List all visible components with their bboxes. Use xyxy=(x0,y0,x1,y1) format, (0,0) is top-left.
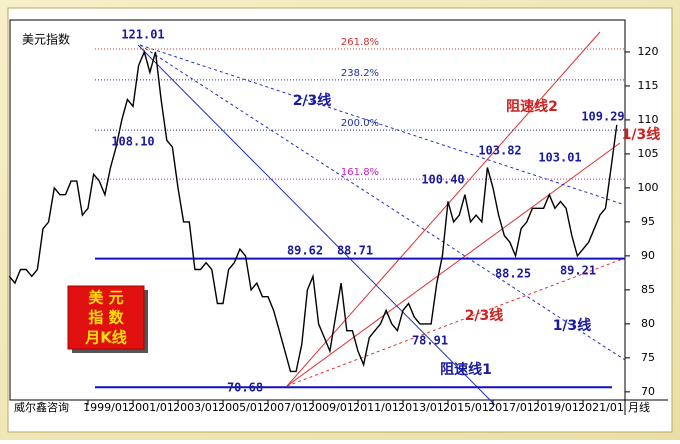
legend-text: 指 数 xyxy=(88,309,124,327)
x-tick-label: 2005/01 xyxy=(218,401,264,414)
x-tick-label: 2009/01 xyxy=(308,401,354,414)
x-tick-label: 2017/01 xyxy=(488,401,534,414)
legend-text: 月K线 xyxy=(84,329,127,347)
fib-label: 238.2% xyxy=(341,68,379,79)
price-label: 89.62 xyxy=(287,244,323,258)
price-label: 121.01 xyxy=(121,28,164,42)
x-tick-label: 2011/01 xyxy=(353,401,399,414)
fib-label: 261.8% xyxy=(341,37,379,48)
fib-label: 200.0% xyxy=(341,118,379,129)
x-tick-label: 2019/01 xyxy=(533,401,579,414)
y-tick-label: 70 xyxy=(641,385,655,398)
line-label: 2/3线 xyxy=(465,307,504,324)
legend-box xyxy=(67,285,145,350)
price-label: 88.71 xyxy=(337,244,373,258)
price-label: 108.10 xyxy=(111,135,154,149)
x-tick-label: 2021/01 xyxy=(578,401,624,414)
y-tick-label: 85 xyxy=(641,283,655,296)
chart-title: 美元指数 xyxy=(22,32,70,47)
y-tick-label: 120 xyxy=(638,45,659,58)
x-tick-label: 2001/01 xyxy=(128,401,174,414)
y-tick-label: 95 xyxy=(641,215,655,228)
y-tick-label: 110 xyxy=(638,113,659,126)
x-tick-label: 1999/01 xyxy=(83,401,129,414)
x-tick-label: 2007/01 xyxy=(263,401,309,414)
trend-line xyxy=(139,44,626,206)
price-label: 78.91 xyxy=(412,334,448,348)
price-label: 100.40 xyxy=(421,173,464,187)
y-tick-label: 90 xyxy=(641,249,655,262)
y-tick-label: 100 xyxy=(638,181,659,194)
x-tick-label: 2003/01 xyxy=(173,401,219,414)
line-label: 阻速线2 xyxy=(506,98,558,115)
line-label: 1/3线 xyxy=(553,317,592,334)
trend-line xyxy=(286,257,626,387)
price-line xyxy=(8,49,618,373)
price-label: 103.82 xyxy=(478,144,521,158)
x-tick-label: 2013/01 xyxy=(398,401,444,414)
y-tick-label: 115 xyxy=(638,79,659,92)
price-label: 89.21 xyxy=(560,264,596,278)
price-label: 109.29 xyxy=(581,110,624,124)
x-tick-label: 2015/01 xyxy=(443,401,489,414)
line-label: 阻速线1 xyxy=(440,361,492,378)
y-tick-label: 75 xyxy=(641,351,655,364)
y-tick-label: 105 xyxy=(638,147,659,160)
trend-line xyxy=(286,142,621,387)
price-label: 70.68 xyxy=(227,381,263,395)
legend-text: 美 元 xyxy=(88,289,123,307)
line-label: 2/3线 xyxy=(293,92,332,109)
price-label: 103.01 xyxy=(538,151,581,165)
line-label: 1/3线 xyxy=(622,126,661,143)
fib-label: 161.8% xyxy=(341,167,379,178)
y-tick-label: 80 xyxy=(641,317,655,330)
trend-line xyxy=(139,44,626,361)
trend-lines xyxy=(137,31,626,406)
source: 威尔鑫咨询 xyxy=(14,400,69,414)
price-label: 88.25 xyxy=(495,267,531,281)
trend-line xyxy=(137,44,496,406)
period-label: 月线 xyxy=(628,400,650,414)
trend-line xyxy=(286,31,601,387)
